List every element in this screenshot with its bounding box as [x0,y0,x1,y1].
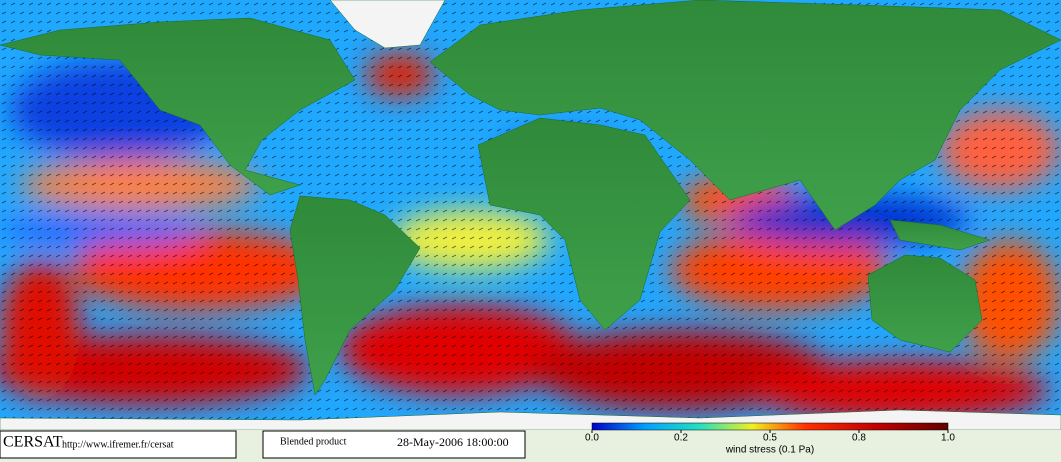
colorbar-tick-label: 0.8 [852,433,866,444]
product: Blended product [280,436,347,447]
land [0,0,1061,431]
info-box [262,430,526,459]
colorbar-ticks: 0.0 0.2 0.5 0.8 1.0 [585,430,955,444]
logo: CERSAT [3,434,63,451]
colorbar-tick-label: 0.5 [763,433,777,444]
url: http://www.ifremer.fr/cersat [62,439,174,450]
colorbar [591,422,949,431]
logo-box [0,430,237,459]
colorbar-tick-label: 1.0 [941,433,955,444]
date: 28-May-2006 18:00:00 [397,435,509,449]
colorbar-tick-label: 0.2 [674,433,688,444]
colorbar-label: wind stress (0.1 Pa) [725,445,814,456]
colorbar-tick-label: 0.0 [585,433,599,444]
